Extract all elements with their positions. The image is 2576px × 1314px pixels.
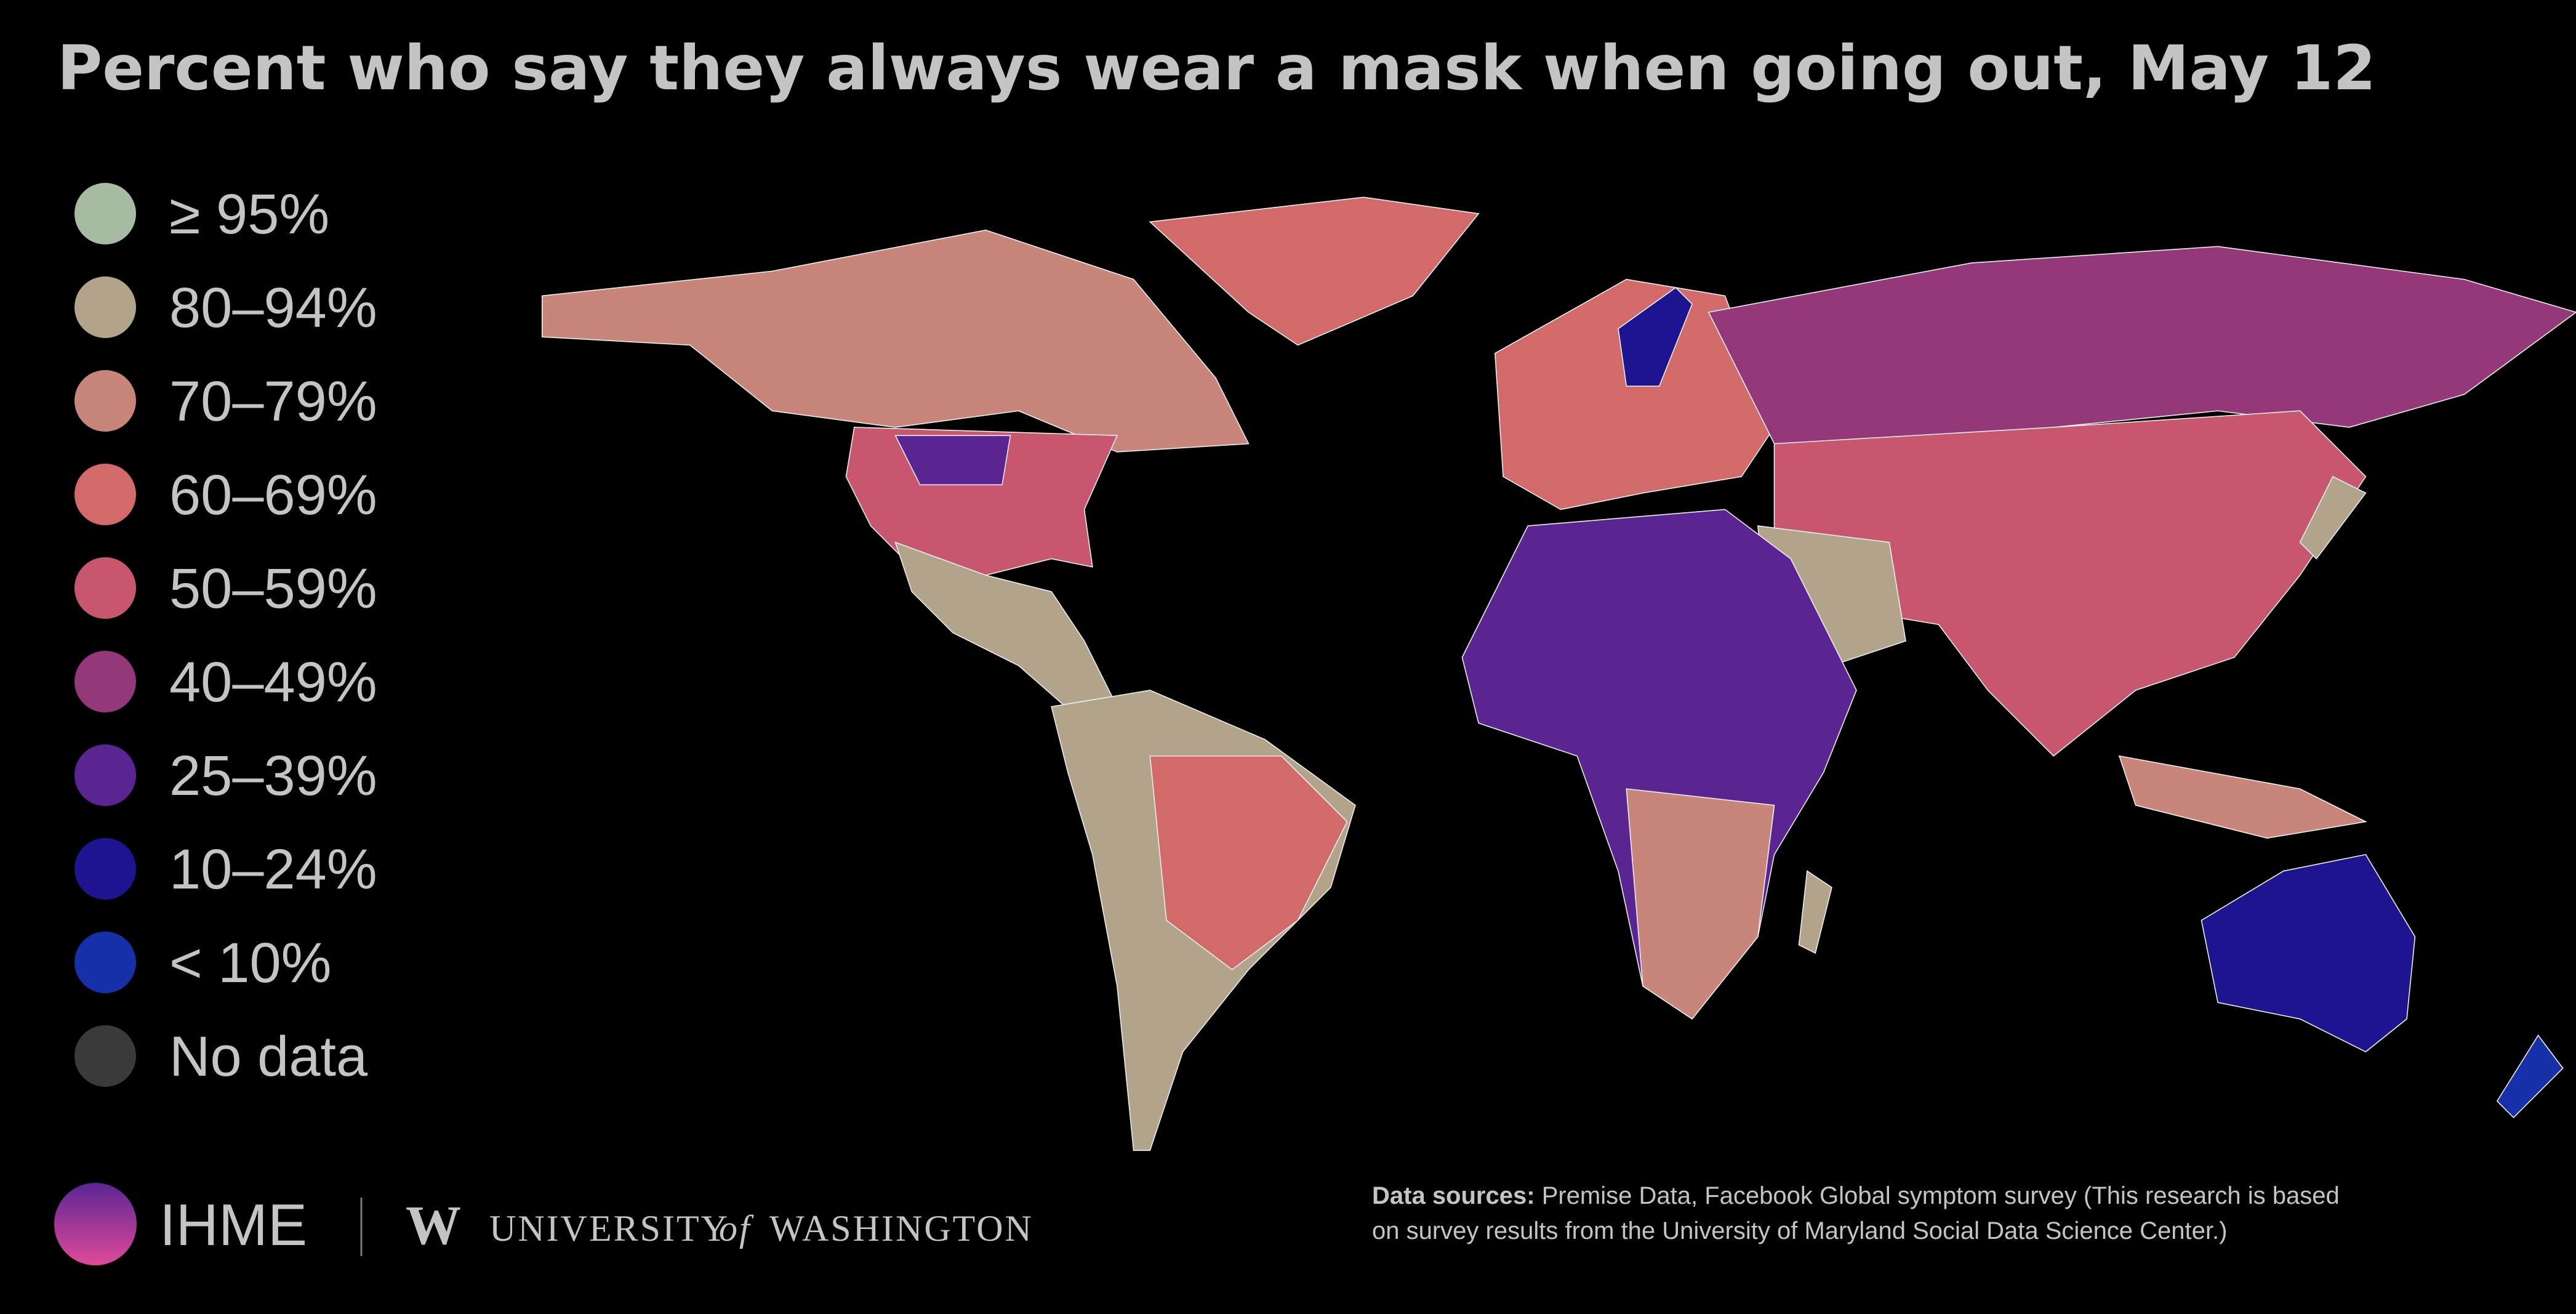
sources-label: Data sources:: [1372, 1182, 1535, 1209]
legend-swatch: [74, 183, 136, 244]
legend-label: < 10%: [169, 932, 331, 994]
ihme-logo: [54, 1183, 137, 1265]
legend-label: 25–39%: [169, 744, 377, 807]
sources-line1: Data sources: Premise Data, Facebook Glo…: [1372, 1182, 2340, 1209]
title: Percent who say they always wear a mask …: [57, 32, 2376, 104]
sources-line2: on survey results from the University of…: [1372, 1217, 2227, 1244]
ihme-text: IHME: [159, 1192, 307, 1258]
legend-swatch: [74, 370, 136, 432]
sweden: [1618, 287, 1693, 387]
legend-label: 50–59%: [169, 557, 377, 620]
greenland: [1149, 196, 1480, 346]
legend-label: 40–49%: [169, 651, 377, 714]
brazil: [1149, 755, 1348, 970]
legend-swatch: [74, 932, 136, 993]
legend-swatch: [74, 838, 136, 900]
europe: [1494, 278, 1775, 510]
legend-swatch: [74, 744, 136, 806]
legend-label: ≥ 95%: [169, 183, 329, 246]
legend-label: 60–69%: [169, 464, 377, 526]
world-map: [541, 196, 2576, 1151]
uw-washington: WASHINGTON: [769, 1208, 1033, 1249]
southern-africa: [1626, 788, 1775, 1020]
indonesia: [2118, 755, 2367, 839]
legend-label: 80–94%: [169, 276, 377, 339]
legend-swatch: [74, 1025, 136, 1087]
japan: [2299, 475, 2367, 560]
legend-label: No data: [169, 1025, 368, 1088]
uw-mark: W: [406, 1195, 463, 1256]
us-midwest: [894, 435, 1011, 486]
uw-of: of: [719, 1208, 754, 1249]
sources-text: Premise Data, Facebook Global symptom su…: [1542, 1182, 2340, 1209]
uw-university: UNIVERSITY: [489, 1208, 729, 1249]
legend-label: 70–79%: [169, 370, 377, 433]
legend-swatch: [74, 276, 136, 338]
legend-swatch: [74, 557, 136, 619]
australia: [2201, 853, 2416, 1053]
new-zealand: [2496, 1034, 2564, 1119]
legend-swatch: [74, 464, 136, 525]
canada: [541, 229, 1250, 453]
madagascar: [1798, 870, 1832, 954]
legend-swatch: [74, 651, 136, 712]
legend-label: 10–24%: [169, 838, 377, 901]
legend: ≥ 95% 80–94% 70–79% 60–69% 50–59% 40–49% 25–39…: [74, 183, 377, 1088]
